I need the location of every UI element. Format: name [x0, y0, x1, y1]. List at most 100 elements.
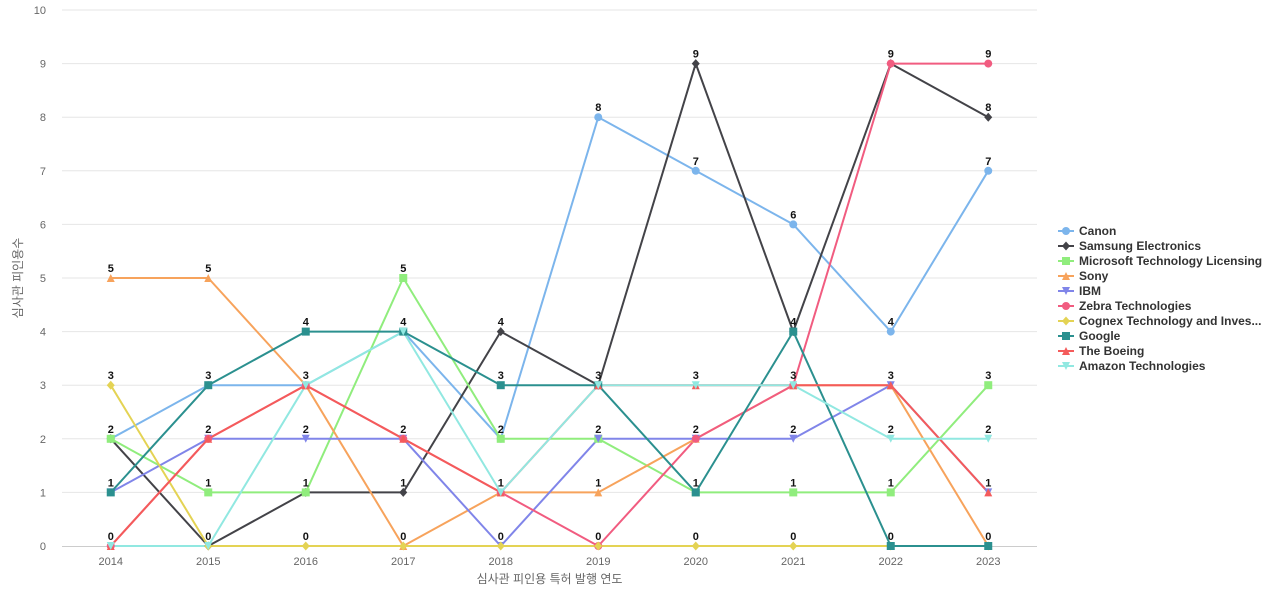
- data-label: 3: [790, 370, 796, 382]
- y-tick-label: 5: [40, 273, 46, 285]
- data-label: 3: [888, 370, 894, 382]
- data-point: [886, 381, 895, 390]
- legend-label: Amazon Technologies: [1079, 359, 1206, 373]
- data-point: [106, 488, 115, 497]
- data-point: [301, 541, 310, 551]
- data-label: 1: [595, 477, 601, 489]
- data-point: [106, 274, 115, 282]
- data-label: 0: [108, 531, 114, 543]
- data-point: [789, 434, 798, 443]
- data-label: 5: [205, 263, 211, 275]
- y-axis-title: 심사관 피인용수: [11, 238, 25, 319]
- y-axis-ticks: 0 1 2 3 4 5 6 7 8 9 10: [34, 5, 46, 553]
- data-point: [204, 542, 213, 550]
- data-point: [496, 381, 505, 390]
- legend-label: Microsoft Technology Licensing: [1079, 254, 1262, 268]
- data-point: [204, 274, 213, 282]
- data-label: 2: [985, 424, 991, 436]
- data-label: 0: [205, 531, 211, 543]
- data-label: 1: [108, 477, 114, 489]
- data-point: [106, 542, 115, 550]
- legend-label: Canon: [1079, 224, 1116, 238]
- data-label: 0: [498, 531, 504, 543]
- data-label: 1: [205, 477, 211, 489]
- data-point: [594, 541, 603, 551]
- data-point: [594, 381, 603, 390]
- data-point: [399, 274, 408, 282]
- data-point: [496, 488, 505, 497]
- data-label: 2: [108, 424, 114, 436]
- series-line: [110, 384, 989, 547]
- x-tick-label: 2019: [586, 556, 610, 568]
- legend-item: Cognex Technology and Inves...: [1058, 314, 1261, 328]
- data-point: [691, 59, 700, 69]
- legend-item: The Boeing: [1058, 344, 1144, 358]
- x-axis-title: 심사관 피인용 특허 발행 연도: [477, 571, 623, 586]
- series-line: [110, 330, 989, 547]
- data-point: [496, 541, 505, 551]
- data-point: [594, 113, 603, 122]
- x-tick-label: 2014: [99, 556, 123, 568]
- data-label: 0: [790, 531, 796, 543]
- x-tick-label: 2021: [781, 556, 805, 568]
- data-point: [691, 488, 700, 497]
- data-label: 8: [595, 102, 601, 114]
- legend-item: IBM: [1058, 284, 1101, 298]
- data-point: [984, 434, 993, 443]
- data-label: 4: [888, 317, 895, 329]
- data-point: [106, 380, 115, 390]
- data-label: 2: [205, 424, 211, 436]
- data-point: [984, 488, 993, 497]
- legend-label: Sony: [1079, 269, 1109, 283]
- data-label: 9: [985, 49, 991, 61]
- series-line: [110, 62, 989, 547]
- data-label: 4: [400, 317, 407, 329]
- series-lines: [109, 62, 990, 547]
- data-point: [691, 381, 700, 390]
- data-label: 1: [303, 477, 309, 489]
- data-label: 2: [303, 424, 309, 436]
- data-point: [984, 381, 993, 390]
- data-label: 3: [108, 370, 114, 382]
- data-label: 3: [303, 370, 309, 382]
- data-point: [399, 541, 408, 551]
- series-markers: [106, 59, 993, 551]
- data-point: [789, 327, 798, 336]
- data-label: 4: [790, 317, 797, 329]
- data-point: [496, 434, 505, 443]
- data-label: 1: [400, 477, 406, 489]
- y-tick-label: 6: [40, 219, 46, 231]
- x-axis-ticks: 2014 2015 2016 2017 2018 2019 2020 2021 2022 2023: [99, 556, 1001, 568]
- legend-item: Amazon Technologies: [1058, 359, 1206, 373]
- data-point: [984, 542, 993, 550]
- legend-label: IBM: [1079, 284, 1101, 298]
- data-label: 1: [693, 477, 699, 489]
- data-point: [301, 488, 310, 497]
- y-tick-label: 10: [34, 5, 46, 17]
- x-tick-label: 2017: [391, 556, 415, 568]
- data-label: 2: [498, 424, 504, 436]
- legend-marker: [1062, 332, 1070, 340]
- data-label: 1: [790, 477, 796, 489]
- legend-item: Microsoft Technology Licensing: [1058, 254, 1262, 268]
- data-point: [691, 434, 700, 443]
- legend-item: Sony: [1058, 269, 1109, 283]
- data-label: 0: [985, 531, 991, 543]
- series-line: [110, 384, 989, 547]
- data-label: 5: [400, 263, 406, 275]
- data-label: 4: [498, 317, 505, 329]
- data-labels: 5 3 2 1 0 5 3 2 1 0 4 3 2 1 0 5 4 2 1 0 4 3 2 1 0 8 3 2 1 0 9 7 3 2 1 0 6 4 3 2…: [108, 49, 992, 543]
- data-point: [886, 327, 895, 336]
- data-point: [886, 59, 895, 68]
- y-tick-label: 4: [40, 327, 46, 339]
- legend-marker: [1062, 241, 1070, 251]
- data-label: 1: [985, 477, 991, 489]
- legend-marker: [1062, 316, 1070, 326]
- legend-marker: [1062, 272, 1070, 280]
- legend-label: Google: [1079, 329, 1121, 343]
- data-label: 0: [888, 531, 894, 543]
- data-label: 3: [205, 370, 211, 382]
- series-line: [110, 62, 989, 547]
- series-line: [110, 116, 990, 440]
